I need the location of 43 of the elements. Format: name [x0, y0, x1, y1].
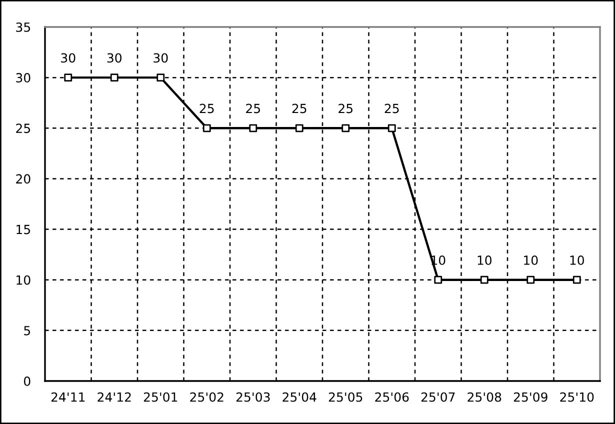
point [526, 276, 535, 284]
y-tick-label: 10 [16, 275, 30, 285]
point [388, 124, 396, 132]
x-tick-label: 24'12 [98, 392, 131, 402]
data-label: 25 [384, 104, 399, 114]
data-label: 30 [107, 53, 122, 63]
x-tick-label: 25'10 [560, 392, 594, 402]
point [202, 124, 211, 132]
y-tick-label: 20 [16, 174, 30, 184]
x-tick-label: 25'09 [514, 392, 548, 402]
point [434, 276, 442, 284]
point [249, 124, 258, 132]
data-label: 10 [524, 255, 538, 265]
point [64, 74, 72, 82]
data-label: 10 [570, 255, 584, 265]
y-tick-label: 30 [16, 73, 30, 82]
data-label: 25 [338, 104, 352, 114]
y-tick-label: 15 [16, 224, 30, 234]
x-tick-label: 25'06 [375, 392, 409, 402]
y-tick-label: 0 [24, 376, 30, 386]
x-tick-label: 24'11 [51, 392, 85, 402]
y-tick-label: 35 [16, 22, 30, 32]
point [110, 74, 118, 82]
data-label: 30 [61, 53, 76, 63]
point [295, 124, 304, 132]
point [572, 276, 581, 284]
data-label: 25 [292, 104, 306, 114]
x-tick-label: 25'01 [144, 392, 178, 402]
y-tick-label: 5 [24, 326, 30, 336]
point [480, 276, 488, 284]
point [156, 74, 165, 82]
x-tick-label: 25'05 [328, 392, 362, 402]
x-tick-label: 25'02 [190, 392, 224, 402]
x-tick-label: 25'07 [421, 392, 455, 402]
data-label: 25 [246, 104, 260, 114]
data-label: 10 [478, 255, 492, 265]
x-tick-label: 25'03 [236, 392, 270, 402]
y-tick-label: 25 [16, 124, 30, 134]
x-tick-label: 25'08 [468, 392, 502, 402]
data-label: 30 [154, 53, 168, 63]
x-tick-label: 25'04 [282, 392, 316, 402]
data-label: 25 [200, 104, 214, 114]
point [342, 124, 350, 132]
